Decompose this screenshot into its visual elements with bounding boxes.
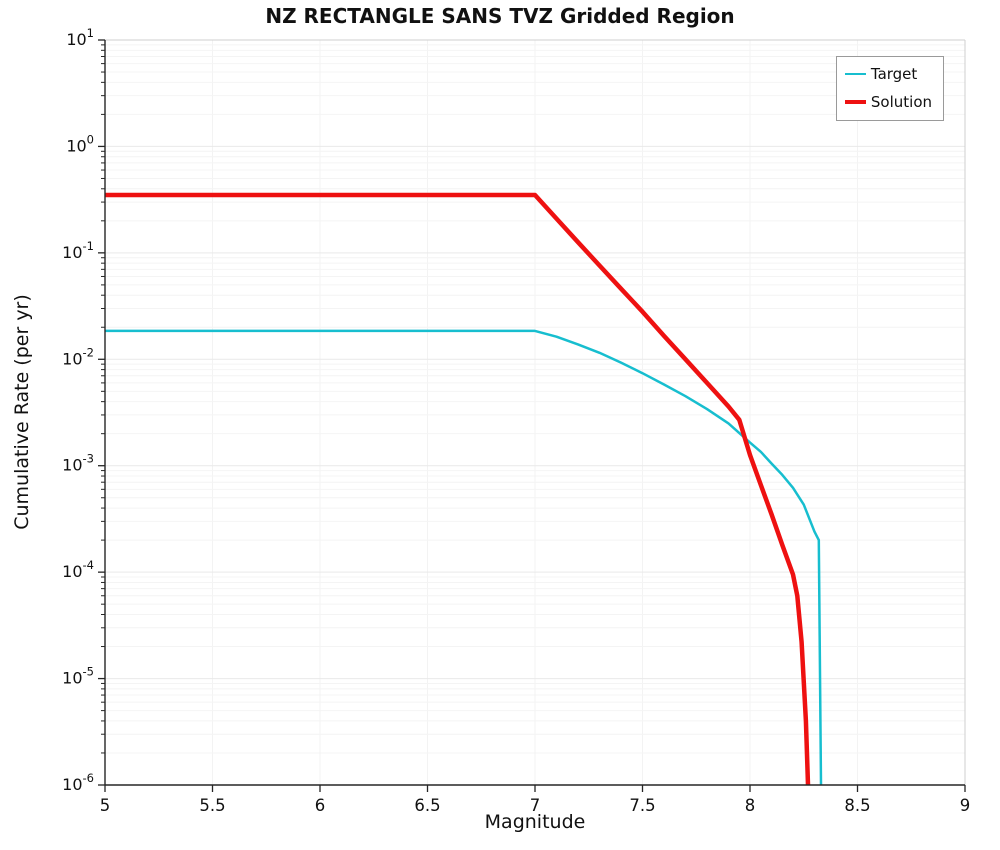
svg-text:5: 5 [100, 796, 111, 815]
y-axis-label: Cumulative Rate (per yr) [11, 294, 33, 530]
svg-text:5.5: 5.5 [199, 796, 225, 815]
svg-text:10-3: 10-3 [62, 452, 94, 475]
legend-line-sample-solution [844, 99, 866, 105]
svg-text:100: 100 [66, 132, 94, 155]
svg-text:10-4: 10-4 [62, 558, 94, 581]
svg-text:9: 9 [960, 796, 971, 815]
svg-text:7: 7 [530, 796, 541, 815]
svg-text:6.5: 6.5 [414, 796, 440, 815]
chart-title: NZ RECTANGLE SANS TVZ Gridded Region [265, 4, 735, 28]
svg-text:10-5: 10-5 [62, 665, 94, 688]
svg-text:10-6: 10-6 [62, 771, 94, 794]
x-axis-label: Magnitude [484, 811, 586, 833]
svg-text:8: 8 [745, 796, 756, 815]
svg-text:10-2: 10-2 [62, 345, 94, 368]
legend: Target Solution [835, 56, 944, 121]
legend-line-sample-target [844, 72, 866, 76]
svg-text:6: 6 [315, 796, 326, 815]
svg-text:10-1: 10-1 [62, 239, 94, 262]
legend-label: Target [870, 65, 918, 83]
svg-text:101: 101 [66, 26, 94, 49]
svg-text:7.5: 7.5 [629, 796, 655, 815]
legend-entry-target: Target [844, 65, 932, 83]
legend-label: Solution [870, 93, 932, 111]
svg-text:8.5: 8.5 [844, 796, 870, 815]
legend-entry-solution: Solution [844, 93, 932, 111]
